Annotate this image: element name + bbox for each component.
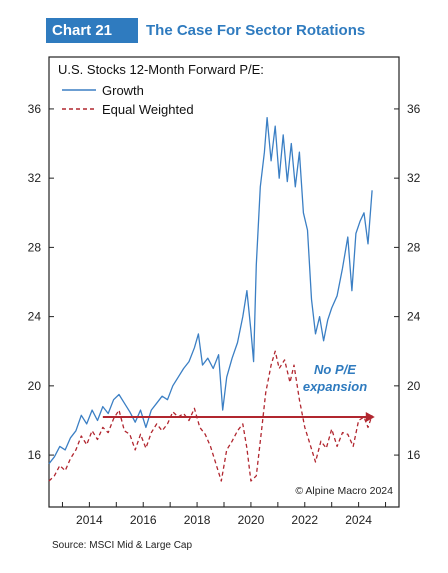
annotation-line-2: expansion	[303, 379, 367, 394]
x-tick-label: 2020	[238, 513, 265, 527]
y-tick-label-left: 32	[28, 171, 42, 185]
x-tick-label: 2016	[130, 513, 157, 527]
x-tick-label: 2018	[184, 513, 211, 527]
series-line-equal-weighted	[48, 350, 373, 482]
x-tick-label: 2014	[76, 513, 103, 527]
y-tick-label-right: 28	[407, 240, 421, 254]
y-tick-label-right: 32	[407, 171, 421, 185]
plot-frame	[48, 56, 400, 508]
y-tick-label-left: 16	[28, 448, 42, 462]
chart-header: Chart 21 The Case For Sector Rotations	[46, 18, 396, 43]
y-tick-label-left: 36	[28, 102, 42, 116]
y-tick-label-left: 24	[28, 310, 42, 324]
annotation-line-1: No P/E	[314, 362, 356, 377]
y-tick-label-left: 28	[28, 240, 42, 254]
series-line-growth	[48, 116, 373, 465]
x-tick-label: 2022	[291, 513, 318, 527]
plot-title: U.S. Stocks 12-Month Forward P/E:	[58, 62, 264, 77]
x-tick-label: 2024	[345, 513, 372, 527]
chart-title: The Case For Sector Rotations	[146, 22, 366, 39]
copyright-note: © Alpine Macro 2024	[295, 485, 393, 497]
y-tick-label-left: 20	[28, 379, 42, 393]
arrow-head	[365, 412, 375, 422]
legend-label-equal-weighted: Equal Weighted	[102, 102, 194, 117]
chart-number-badge: Chart 21	[46, 18, 138, 43]
y-tick-label-right: 24	[407, 310, 421, 324]
y-tick-label-right: 20	[407, 379, 421, 393]
y-tick-label-right: 36	[407, 102, 421, 116]
y-tick-label-right: 16	[407, 448, 421, 462]
legend-label-growth: Growth	[102, 83, 144, 98]
source-note: Source: MSCI Mid & Large Cap	[52, 540, 193, 551]
